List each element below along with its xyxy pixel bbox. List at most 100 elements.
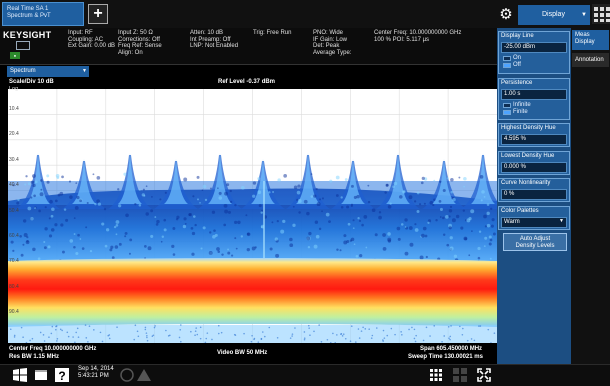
display-line-value[interactable]: -25.00 dBm (501, 42, 567, 53)
y-tick-label: 10.4 (9, 106, 19, 112)
display-line-off[interactable]: Off (499, 62, 569, 69)
meas-display-line-2: Display (575, 39, 609, 46)
persistence-infinite-label: Infinite (513, 102, 531, 108)
caret-down-icon: ▼ (559, 218, 564, 225)
pno-settings[interactable]: PNO: Wide IF Gain: Low Det: Peak Average… (313, 30, 351, 56)
display-menu-label: Display (542, 11, 565, 18)
center-freq-readout[interactable]: Center Freq 10.000000000 GHz (9, 346, 96, 352)
y-tick-label: 50.4 (9, 208, 19, 214)
auto-adjust-line-1: Auto Adjust (504, 236, 566, 243)
scale-per-div: Scale/Div 10 dB (9, 79, 54, 85)
highest-hue-title: Highest Density Hue (499, 124, 569, 133)
y-tick-label: 20.4 (9, 131, 19, 137)
radio-selected-icon (503, 63, 511, 68)
span-readout[interactable]: Span 605.450000 MHz (420, 346, 482, 352)
highest-hue-value[interactable]: 4.595 % (501, 134, 567, 145)
input-settings[interactable]: Input: RF Coupling: AC Ext Gain: 0.00 dB (68, 30, 115, 50)
nonlinearity-title: Curve Nonlinearity (499, 179, 569, 188)
display-line-on-label: On (513, 55, 521, 61)
impedance-settings[interactable]: Input Z: 50 Ω Corrections: Off Freq Ref:… (118, 30, 162, 56)
log-scale-label: Log (9, 86, 18, 92)
auto-adjust-density-button[interactable]: Auto Adjust Density Levels (503, 233, 567, 251)
y-tick-label: 30.4 (9, 157, 19, 163)
sweep-time-readout[interactable]: Sweep Time 130.00021 ms (408, 354, 483, 360)
meas-display-tab[interactable]: Meas Display (572, 30, 609, 50)
lowest-density-hue-control[interactable]: Lowest Density Hue 0.000 % (498, 151, 570, 175)
lowest-hue-value[interactable]: 0.000 % (501, 162, 567, 173)
density-spectrum-plot[interactable] (8, 89, 497, 343)
atten-settings[interactable]: Atten: 10 dB Int Preamp: Off LNP: Not En… (190, 30, 238, 50)
radio-icon (503, 103, 511, 108)
caret-down-icon: ▼ (581, 5, 587, 25)
radio-selected-icon (503, 110, 511, 115)
persistence-finite[interactable]: Finite (499, 109, 569, 116)
persistence-control[interactable]: Persistence 1.00 s Infinite Finite (498, 78, 570, 120)
window-icon[interactable] (33, 367, 49, 383)
persistence-infinite[interactable]: Infinite (499, 102, 569, 109)
record-icon[interactable] (119, 367, 135, 383)
spectrum-window-tab[interactable]: Spectrum ▼ (7, 66, 89, 77)
freq-ref: Freq Ref: Sense (118, 43, 162, 50)
windows-start-icon[interactable] (12, 367, 28, 383)
time: 5:43:21 PM (78, 373, 114, 380)
persistence-value[interactable]: 1.00 s (501, 89, 567, 100)
average-type: Average Type: (313, 50, 351, 57)
highest-density-hue-control[interactable]: Highest Density Hue 4.595 % (498, 123, 570, 147)
palettes-dropdown[interactable]: Warm ▼ (501, 217, 567, 228)
y-tick-label: 60.4 (9, 233, 19, 239)
grid-view-icon[interactable] (592, 4, 610, 24)
density-spectrum-graphic (8, 89, 497, 343)
radio-icon (503, 56, 511, 61)
align: Align: On (118, 50, 162, 57)
color-palettes-control[interactable]: Color Palettes Warm ▼ (498, 206, 570, 230)
y-tick-label: 70.4 (9, 258, 19, 264)
annotation-tab[interactable]: Annotation (572, 53, 609, 67)
nonlinearity-value[interactable]: 0 % (501, 189, 567, 200)
tile-view-icon[interactable] (452, 367, 468, 383)
display-line-control[interactable]: Display Line -25.00 dBm On Off (498, 31, 570, 74)
plus-icon[interactable]: + (88, 4, 108, 24)
palettes-value: Warm (504, 219, 520, 225)
res-bw-readout[interactable]: Res BW 1.15 MHz (9, 354, 59, 360)
brand-logo: KEYSIGHT (3, 30, 63, 40)
input-port-icon (16, 41, 30, 50)
trig: Trig: Free Run (253, 30, 291, 37)
trig-settings[interactable]: Trig: Free Run (253, 30, 291, 37)
warning-icon[interactable] (136, 367, 152, 383)
persistence-title: Persistence (499, 79, 569, 88)
help-icon[interactable]: ? (54, 367, 70, 383)
caret-down-icon: ▼ (82, 66, 87, 77)
persistence-finite-label: Finite (513, 109, 528, 115)
spectrum-tab-label: Spectrum (10, 68, 36, 74)
curve-nonlinearity-control[interactable]: Curve Nonlinearity 0 % (498, 178, 570, 202)
y-tick-label: 90.4 (9, 309, 19, 315)
display-menu-button[interactable]: Display ▼ (518, 5, 590, 25)
video-bw-readout[interactable]: Video BW 50 MHz (217, 350, 267, 356)
center-freq-status: Center Freq: 10.000000000 GHz (374, 30, 461, 37)
brand: KEYSIGHT (3, 30, 63, 52)
menu-tabs-panel (571, 28, 610, 364)
auto-adjust-line-2: Density Levels (504, 243, 566, 250)
date-time: Sep 14, 2014 5:43:21 PM (78, 366, 114, 380)
lowest-hue-title: Lowest Density Hue (499, 152, 569, 161)
ref-level: Ref Level -0.37 dBm (218, 79, 275, 85)
date: Sep 14, 2014 (78, 366, 114, 373)
mode-tab[interactable]: Real Time SA 1 Spectrum & PvT (2, 2, 84, 26)
mode-tab-line-2: Spectrum & PvT (3, 13, 83, 20)
keypad-icon[interactable] (428, 367, 444, 383)
palettes-title: Color Palettes (499, 207, 569, 216)
display-line-off-label: Off (513, 62, 521, 68)
center-settings[interactable]: Center Freq: 10.000000000 GHz 100 % POI:… (374, 30, 461, 43)
status-indicator: ● (10, 52, 20, 59)
meas-display-line-1: Meas (575, 32, 609, 39)
lnp: LNP: Not Enabled (190, 43, 238, 50)
gear-icon[interactable]: ⚙ (497, 6, 515, 24)
fullscreen-icon[interactable] (476, 367, 492, 383)
y-tick-label: 80.4 (9, 284, 19, 290)
y-tick-label: 40.4 (9, 182, 19, 188)
svg-text:?: ? (58, 369, 65, 383)
mode-tab-line-1: Real Time SA 1 (3, 3, 83, 13)
display-line-on[interactable]: On (499, 55, 569, 62)
ext-gain: Ext Gain: 0.00 dB (68, 43, 115, 50)
poi: 100 % POI: 5.117 µs (374, 37, 461, 44)
